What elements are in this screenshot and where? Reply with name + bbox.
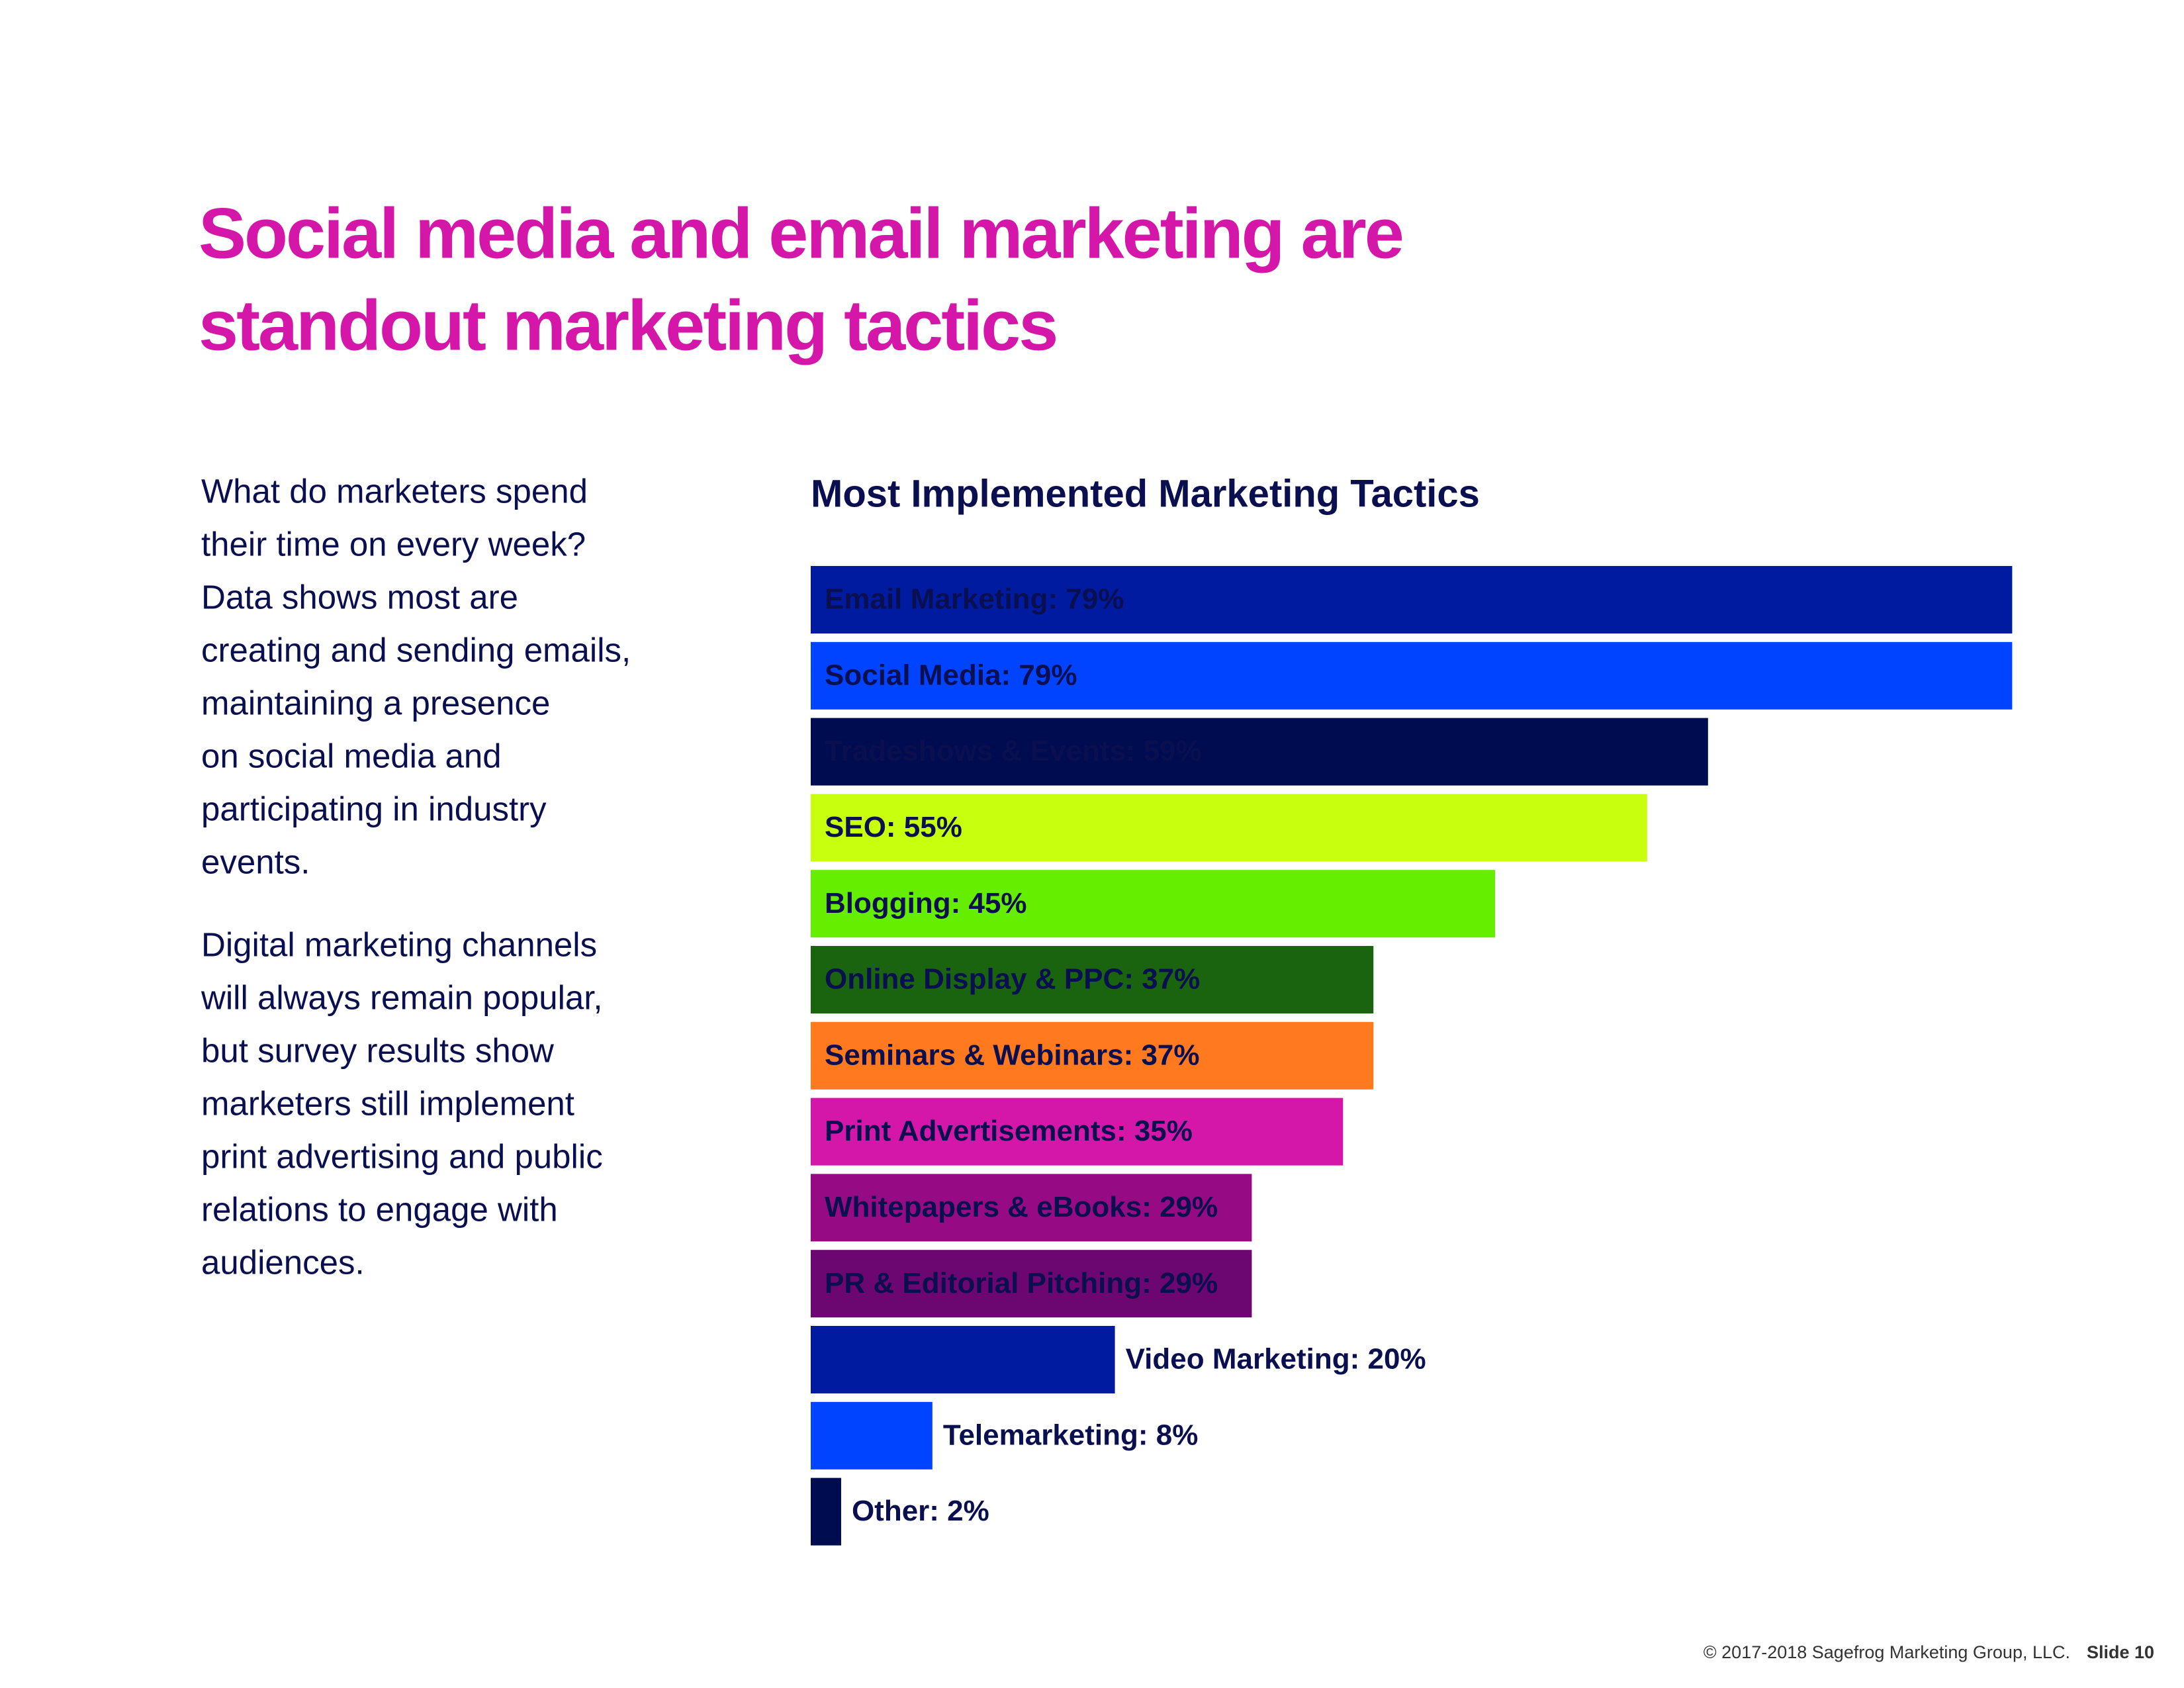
bar	[811, 1401, 933, 1470]
title-line: standout marketing tactics	[199, 285, 1056, 365]
bar	[811, 870, 1496, 938]
bar-label: Print Advertisements: 35%	[825, 1115, 1193, 1147]
bar-label: Online Display & PPC: 37%	[825, 963, 1200, 996]
body-line: on social media and	[201, 737, 502, 774]
bar-label: PR & Editorial Pitching: 29%	[825, 1267, 1218, 1299]
slide-number: Slide 10	[2087, 1642, 2154, 1662]
chart-title: Most Implemented Marketing Tactics	[811, 472, 1480, 515]
body-line: What do marketers spend	[201, 472, 588, 510]
bar-label: Tradeshows & Events: 59%	[825, 735, 1202, 767]
body-line: maintaining a presence	[201, 684, 550, 722]
title-line: Social media and email marketing are	[199, 193, 1402, 273]
body-line: their time on every week?	[201, 525, 586, 563]
bar	[811, 1250, 1252, 1318]
bar-label: Other: 2%	[852, 1495, 989, 1527]
body-line: Digital marketing channels	[201, 925, 597, 963]
bar	[811, 1174, 1252, 1242]
bar	[811, 641, 2013, 710]
bar-label: SEO: 55%	[825, 811, 962, 843]
bar	[811, 1098, 1343, 1166]
bar-label: Seminars & Webinars: 37%	[825, 1039, 1200, 1071]
bar	[811, 718, 1708, 786]
bar-label: Whitepapers & eBooks: 29%	[825, 1191, 1218, 1223]
bar-label: Video Marketing: 20%	[1126, 1343, 1426, 1376]
body-line: creating and sending emails,	[201, 631, 631, 669]
body-line: events.	[201, 843, 310, 880]
body-line: Data shows most are	[201, 578, 518, 616]
bar-label: Social Media: 79%	[825, 659, 1077, 691]
bar	[811, 946, 1374, 1013]
bar	[811, 1326, 1115, 1393]
bar	[811, 566, 2013, 633]
body-line: will always remain popular,	[201, 978, 603, 1016]
bar	[811, 1021, 1374, 1090]
bar	[811, 1477, 841, 1546]
bar	[811, 794, 1647, 862]
body-line: print advertising and public	[201, 1137, 603, 1175]
body-line: participating in industry	[201, 790, 547, 827]
body-line: marketers still implement	[201, 1084, 574, 1122]
body-line: audiences.	[201, 1243, 365, 1281]
body-line: relations to engage with	[201, 1190, 558, 1228]
copyright: © 2017-2018 Sagefrog Marketing Group, LL…	[1704, 1642, 2070, 1662]
bar-label: Email Marketing: 79%	[825, 583, 1124, 616]
bar-label: Blogging: 45%	[825, 887, 1027, 919]
body-line: but survey results show	[201, 1031, 554, 1069]
bar-label: Telemarketing: 8%	[943, 1419, 1199, 1451]
